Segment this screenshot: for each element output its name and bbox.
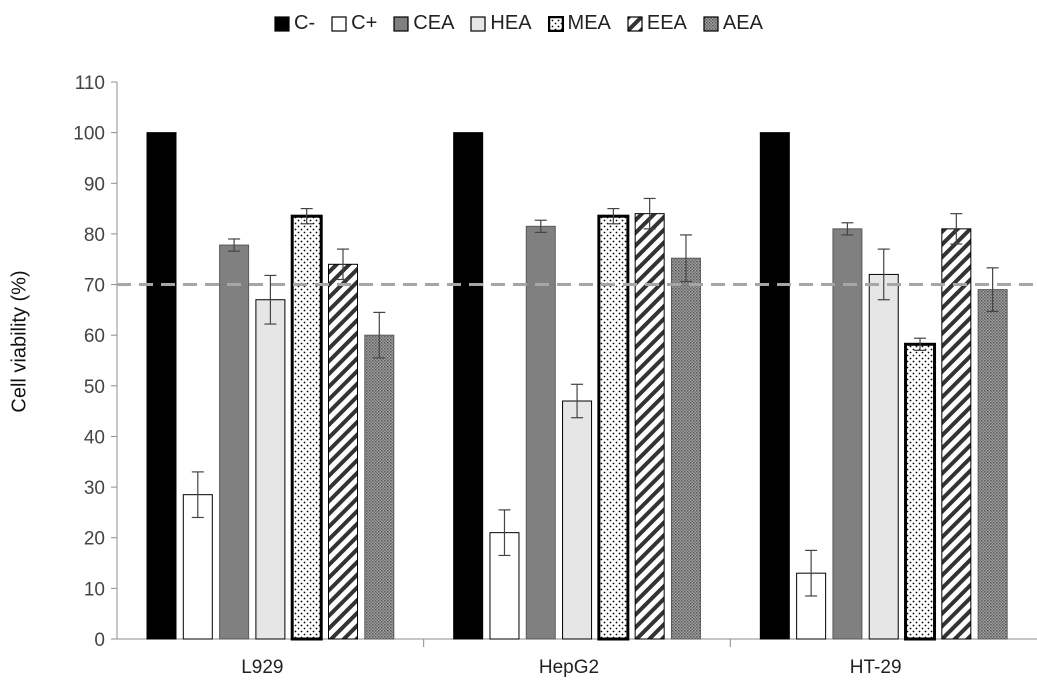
bar-mea-l929 <box>290 214 323 641</box>
x-category-label: HepG2 <box>539 657 599 678</box>
bar-mea-hepg2 <box>597 214 630 641</box>
legend-swatch <box>547 15 564 32</box>
bar-hea-l929 <box>255 299 286 640</box>
bar-hea-ht29 <box>868 273 899 640</box>
legend-item: C- <box>274 12 315 35</box>
bar-c-hepg2 <box>453 132 484 640</box>
legend-label: CEA <box>413 12 455 34</box>
bar-hea-hepg2 <box>562 400 593 640</box>
bar-aea-ht29 <box>977 289 1008 640</box>
legend-swatch <box>703 15 719 32</box>
legend-label: EEA <box>646 12 687 34</box>
bar-mea-ht29 <box>904 342 937 641</box>
bar-c-l929 <box>182 494 213 640</box>
y-tick-label: 30 <box>84 478 105 499</box>
legend-item: EEA <box>627 12 687 35</box>
bar-eea-hepg2 <box>634 213 665 640</box>
y-tick-label: 50 <box>84 377 105 398</box>
legend-label: C- <box>294 12 316 34</box>
legend-item: HEA <box>470 12 532 35</box>
bar-aea-l929 <box>364 334 395 640</box>
legend-item: MEA <box>547 12 611 35</box>
legend-label: AEA <box>722 12 763 34</box>
y-tick-label: 60 <box>84 326 105 347</box>
bar-cea-ht29 <box>832 228 863 640</box>
x-category-label: HT-29 <box>850 657 902 678</box>
y-tick-label: 70 <box>84 276 105 297</box>
y-tick-label: 80 <box>84 225 105 246</box>
legend-label: HEA <box>490 12 532 34</box>
legend-swatch <box>274 15 290 32</box>
y-tick-label: 100 <box>73 124 105 145</box>
y-tick-label: 20 <box>84 529 105 550</box>
legend-swatch <box>627 15 643 32</box>
y-tick-label: 0 <box>94 630 105 651</box>
bar-cea-l929 <box>219 244 250 640</box>
legend-label: MEA <box>567 12 611 34</box>
x-category-label: L929 <box>241 657 283 678</box>
legend: C- C+ CEA HEA MEA EEA AEA <box>0 12 1037 35</box>
bar-c-l929 <box>146 132 177 640</box>
legend-item: C+ <box>331 12 377 35</box>
legend-swatch <box>331 15 347 32</box>
legend-item: CEA <box>393 12 454 35</box>
y-tick-label: 110 <box>75 73 105 94</box>
legend-label: C+ <box>351 12 378 34</box>
y-tick-label: 40 <box>84 427 105 448</box>
bar-aea-hepg2 <box>670 257 701 640</box>
legend-item: AEA <box>703 12 763 35</box>
y-tick-label: 90 <box>84 174 105 195</box>
y-tick-label: 10 <box>84 579 105 600</box>
legend-swatch <box>393 15 409 32</box>
bar-cea-hepg2 <box>525 225 556 640</box>
bar-c-ht29 <box>759 132 790 640</box>
bar-eea-l929 <box>328 263 358 640</box>
bar-eea-ht29 <box>941 228 972 640</box>
legend-swatch <box>470 15 487 32</box>
